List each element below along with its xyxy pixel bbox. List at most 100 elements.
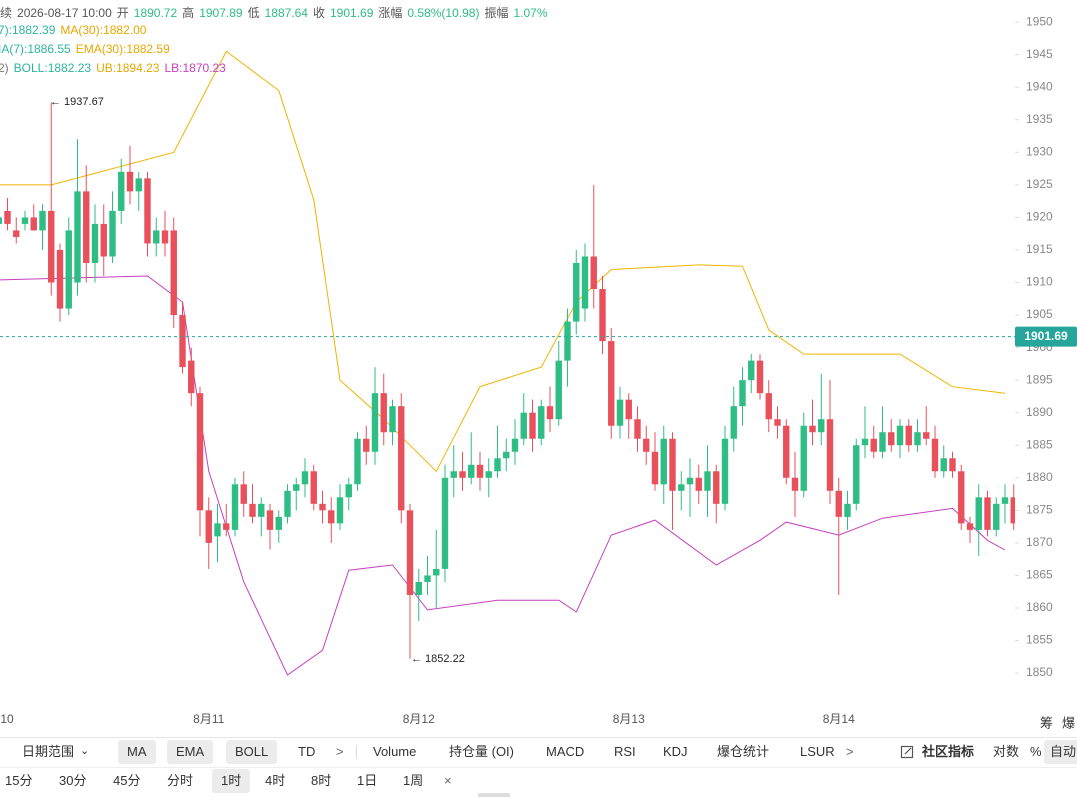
y-tick-label: 1895 — [1026, 372, 1053, 386]
candle-body — [214, 523, 221, 537]
percent-toggle[interactable]: % — [1030, 744, 1042, 759]
candle-body — [275, 516, 282, 530]
indicator-tab[interactable]: MACD — [546, 744, 585, 759]
y-tick-label: 1910 — [1026, 275, 1053, 289]
candle-body — [695, 477, 702, 491]
candle-body — [188, 360, 195, 394]
scroll-arrow[interactable]: > — [846, 744, 854, 759]
candle-body — [310, 471, 317, 504]
legend-item: 2026-08-17 10:00 — [17, 6, 112, 20]
legend-item: 振幅 — [484, 6, 509, 20]
interval[interactable]: 1周 — [403, 773, 424, 788]
candle-body — [153, 230, 160, 244]
legend-item: 收 — [312, 6, 325, 20]
separator — [356, 745, 357, 759]
candle-body — [669, 438, 676, 491]
candle-body — [870, 438, 877, 452]
y-tick-label: 1920 — [1026, 210, 1053, 224]
candle-body — [345, 484, 352, 498]
candle-body — [13, 230, 20, 237]
indicator-tab[interactable]: KDJ — [663, 744, 688, 759]
legend-item: 涨幅 — [378, 6, 403, 20]
candle-body — [826, 419, 834, 491]
candle-body — [678, 484, 685, 491]
candle-body — [4, 210, 11, 224]
interval[interactable]: 30分 — [59, 773, 87, 788]
candle-body — [756, 360, 764, 394]
indicator-tab[interactable]: 爆仓统计 — [717, 744, 770, 759]
interval[interactable]: 15分 — [5, 773, 33, 788]
candle-body — [896, 425, 904, 446]
candle-body — [249, 503, 256, 517]
candle-body — [371, 393, 379, 452]
candle-body — [861, 438, 869, 446]
candle-body — [205, 510, 212, 543]
candle-body — [468, 464, 475, 478]
candle-body — [380, 393, 387, 433]
candle-body — [818, 419, 825, 433]
interval-selected[interactable]: 1时 — [212, 769, 251, 793]
candle-body — [634, 419, 641, 439]
indicator-tab[interactable]: BOLL — [226, 740, 278, 764]
legend-item: EMA(30):1882.59 — [75, 42, 170, 56]
scroll-arrow[interactable]: > — [336, 744, 344, 759]
candle-body — [336, 497, 344, 524]
interval[interactable]: 8时 — [311, 773, 332, 788]
close-button[interactable]: × — [444, 773, 452, 788]
candle-body — [91, 223, 99, 263]
candle-body — [83, 191, 90, 263]
candle-body — [231, 484, 239, 530]
last-price-label: 1901.69 — [1024, 329, 1068, 343]
legend-item: 2) — [0, 61, 9, 75]
candle-body — [765, 393, 772, 420]
interval[interactable]: 1日 — [357, 773, 378, 788]
candle-body — [240, 484, 247, 504]
auto-toggle[interactable]: 自动 — [1044, 740, 1077, 764]
legend-item: 1887.64 — [264, 6, 308, 20]
candle-body — [258, 503, 265, 517]
indicator-tab[interactable]: RSI — [614, 744, 636, 759]
interval[interactable]: 45分 — [113, 773, 141, 788]
candle-body — [503, 451, 510, 459]
indicator-tab[interactable]: 持仓量 (OI) — [449, 744, 514, 759]
candle-body — [721, 438, 729, 504]
indicator-tab[interactable]: Volume — [373, 744, 417, 759]
legend-item: 1901.69 — [330, 6, 374, 20]
interval[interactable]: 4时 — [265, 773, 286, 788]
corner-tab[interactable]: 爆 — [1062, 715, 1075, 730]
indicator-tab[interactable]: LSUR — [800, 744, 835, 759]
candle-body — [888, 432, 895, 446]
corner-tab[interactable]: 筹 — [1040, 715, 1053, 730]
y-tick-label: 1855 — [1026, 633, 1053, 647]
candle-body — [109, 210, 116, 257]
candle-body — [424, 575, 431, 582]
candle-body — [739, 380, 746, 407]
date-range[interactable]: 日期范围 — [22, 744, 75, 759]
indicator-tab[interactable]: EMA — [167, 740, 214, 764]
interval[interactable]: 分时 — [167, 773, 194, 788]
indicator-tab[interactable]: TD — [298, 744, 316, 759]
candle-body — [564, 321, 571, 361]
candle-body — [74, 191, 81, 283]
y-tick-label: 1885 — [1026, 437, 1053, 451]
candle-body — [949, 458, 956, 472]
y-tick-label: 1850 — [1026, 665, 1053, 679]
candle-body — [223, 523, 230, 530]
chart: ← 1937.67 ← 1852.22 筹 爆 1850 1855 1860 1865… — [0, 14, 1077, 730]
last-price-tag — [1015, 326, 1077, 347]
legend-item: 0.58%(10.98) — [407, 6, 480, 20]
candle-body — [704, 471, 711, 491]
community-indicators[interactable]: 社区指标 — [922, 744, 975, 759]
candle-body — [791, 477, 799, 491]
indicator-tab[interactable]: MA — [118, 740, 156, 764]
candle-body — [835, 490, 842, 517]
candle-body — [590, 256, 597, 290]
log-toggle[interactable]: 对数 — [993, 744, 1020, 759]
legend-item: 1907.89 — [199, 6, 243, 20]
y-tick-label: 1930 — [1026, 144, 1053, 158]
drag-handle[interactable] — [478, 793, 510, 797]
legend-item: 低 — [247, 6, 260, 20]
candle-body — [844, 503, 851, 517]
candle-body — [713, 471, 720, 504]
y-tick-label: 1950 — [1026, 14, 1053, 28]
